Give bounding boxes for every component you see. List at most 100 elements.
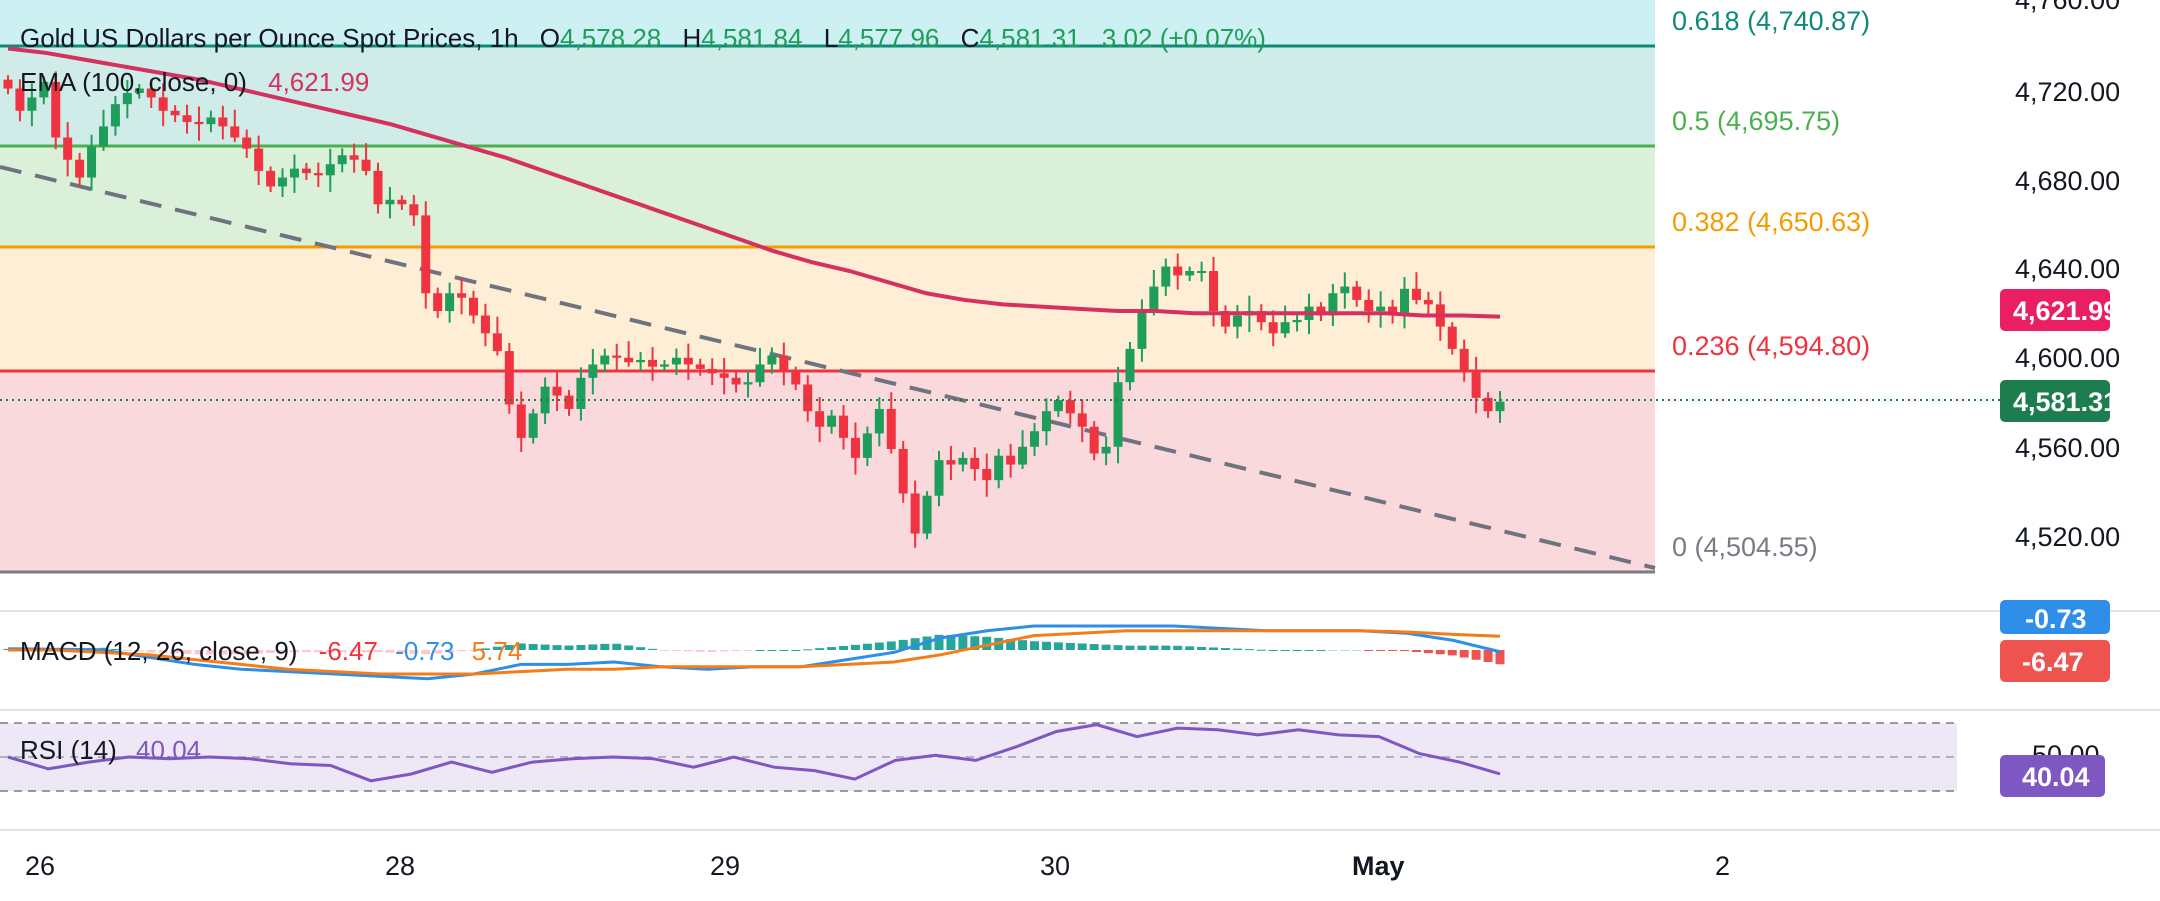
candle-body	[540, 386, 550, 414]
macd-histogram-bar	[385, 650, 395, 653]
candle	[827, 409, 837, 434]
candle	[564, 389, 574, 416]
candle	[1029, 423, 1039, 457]
time-axis[interactable]: 26 28 29 30 May 2	[25, 851, 1730, 881]
candle-body	[1077, 413, 1087, 427]
candle	[1220, 305, 1230, 334]
price-tick: 4,720.00	[2015, 77, 2120, 107]
macd-histogram-bar	[1352, 650, 1362, 651]
trendline[interactable]	[0, 165, 1656, 570]
candle-body	[588, 364, 598, 378]
macd-histogram-bar	[874, 642, 884, 650]
candle-body	[695, 364, 705, 369]
candle	[1280, 305, 1290, 338]
time-label: 30	[1040, 851, 1070, 881]
macd-histogram-bar	[1220, 648, 1230, 650]
macd-pane	[3, 634, 1505, 665]
candle-body	[1209, 271, 1219, 312]
candle	[421, 201, 431, 309]
candle-body	[803, 384, 813, 412]
candle	[266, 166, 276, 193]
candle	[528, 408, 538, 444]
macd-histogram-bar	[1197, 646, 1207, 650]
candle	[397, 195, 407, 210]
candle	[1101, 436, 1111, 466]
candle	[886, 392, 896, 454]
price-tick: 4,640.00	[2015, 254, 2120, 284]
symbol-title: Gold US Dollars per Ounce Spot Prices, 1…	[20, 23, 519, 53]
candle	[1483, 392, 1493, 419]
candle-body	[1065, 400, 1075, 414]
macd-histogram-bar	[743, 650, 753, 651]
candle	[874, 397, 884, 447]
candle	[1113, 366, 1123, 464]
candle-body	[1041, 411, 1051, 432]
macd-histogram-bar	[862, 643, 872, 650]
candle	[1388, 299, 1398, 324]
candle	[743, 370, 753, 398]
candle	[301, 162, 311, 180]
ema-legend-value: 4,621.99	[268, 67, 369, 97]
macd-histogram-bar	[504, 645, 514, 650]
candle	[1018, 430, 1028, 470]
candle	[1423, 291, 1433, 314]
candle-body	[1149, 286, 1159, 312]
macd-histogram-bar	[134, 650, 144, 652]
candle	[469, 290, 479, 324]
macd-histogram-bar	[1400, 650, 1410, 652]
candle-body	[1292, 319, 1302, 323]
macd-histogram-bar	[421, 650, 431, 655]
macd-histogram-bar	[767, 650, 777, 651]
candle	[110, 96, 120, 136]
candle-body	[361, 159, 371, 171]
candle	[1340, 272, 1350, 309]
macd-histogram-bar	[982, 636, 992, 650]
candle	[3, 75, 13, 95]
candle	[1041, 398, 1051, 446]
candle-body	[516, 404, 526, 438]
macd-histogram-bar	[612, 643, 622, 650]
candle	[576, 367, 586, 421]
price-axis[interactable]: 4,760.00 4,720.00 4,680.00 4,640.00 4,60…	[2015, 0, 2120, 552]
time-label: 28	[385, 851, 415, 881]
candle-body	[659, 364, 669, 367]
candle	[98, 109, 108, 151]
candle	[63, 122, 73, 177]
macd-histogram-bar	[886, 641, 896, 650]
macd-histogram-bar	[480, 648, 490, 650]
macd-histogram-bar	[1006, 639, 1016, 650]
candle-body	[755, 364, 765, 383]
candle-body	[242, 137, 252, 149]
candle-body	[982, 469, 992, 481]
candle-body	[886, 408, 896, 449]
candle-body	[827, 415, 837, 427]
macd-histogram-bar	[1244, 649, 1254, 651]
candle	[540, 377, 550, 424]
macd-histogram-bar	[564, 645, 574, 650]
macd-histogram-bar	[1018, 640, 1028, 650]
candle-body	[170, 110, 180, 116]
candle	[648, 347, 658, 381]
fib-label-0618: 0.618 (4,740.87)	[1672, 6, 1870, 36]
candle	[409, 194, 419, 226]
macd-histogram-bar	[1209, 647, 1219, 650]
macd-histogram-bar	[313, 650, 323, 653]
candle-body	[922, 495, 932, 534]
candle-body	[373, 170, 383, 205]
candle-body	[1161, 266, 1171, 287]
candle-body	[39, 81, 49, 98]
candle-body	[492, 333, 502, 352]
macd-histogram-bar	[110, 648, 120, 650]
candle-body	[1459, 348, 1469, 372]
candle	[385, 186, 395, 219]
time-label: 2	[1715, 851, 1730, 881]
macd-histogram-bar	[600, 643, 610, 650]
candle-body	[397, 199, 407, 205]
header-legend: Gold US Dollars per Ounce Spot Prices, 1…	[20, 23, 1266, 97]
candle-body	[1125, 348, 1135, 383]
candle-body	[719, 373, 729, 378]
macd-histogram-bar	[576, 644, 586, 650]
rsi-legend: RSI (14) 40.04	[20, 735, 201, 765]
svg-text:-0.73: -0.73	[2025, 604, 2087, 634]
